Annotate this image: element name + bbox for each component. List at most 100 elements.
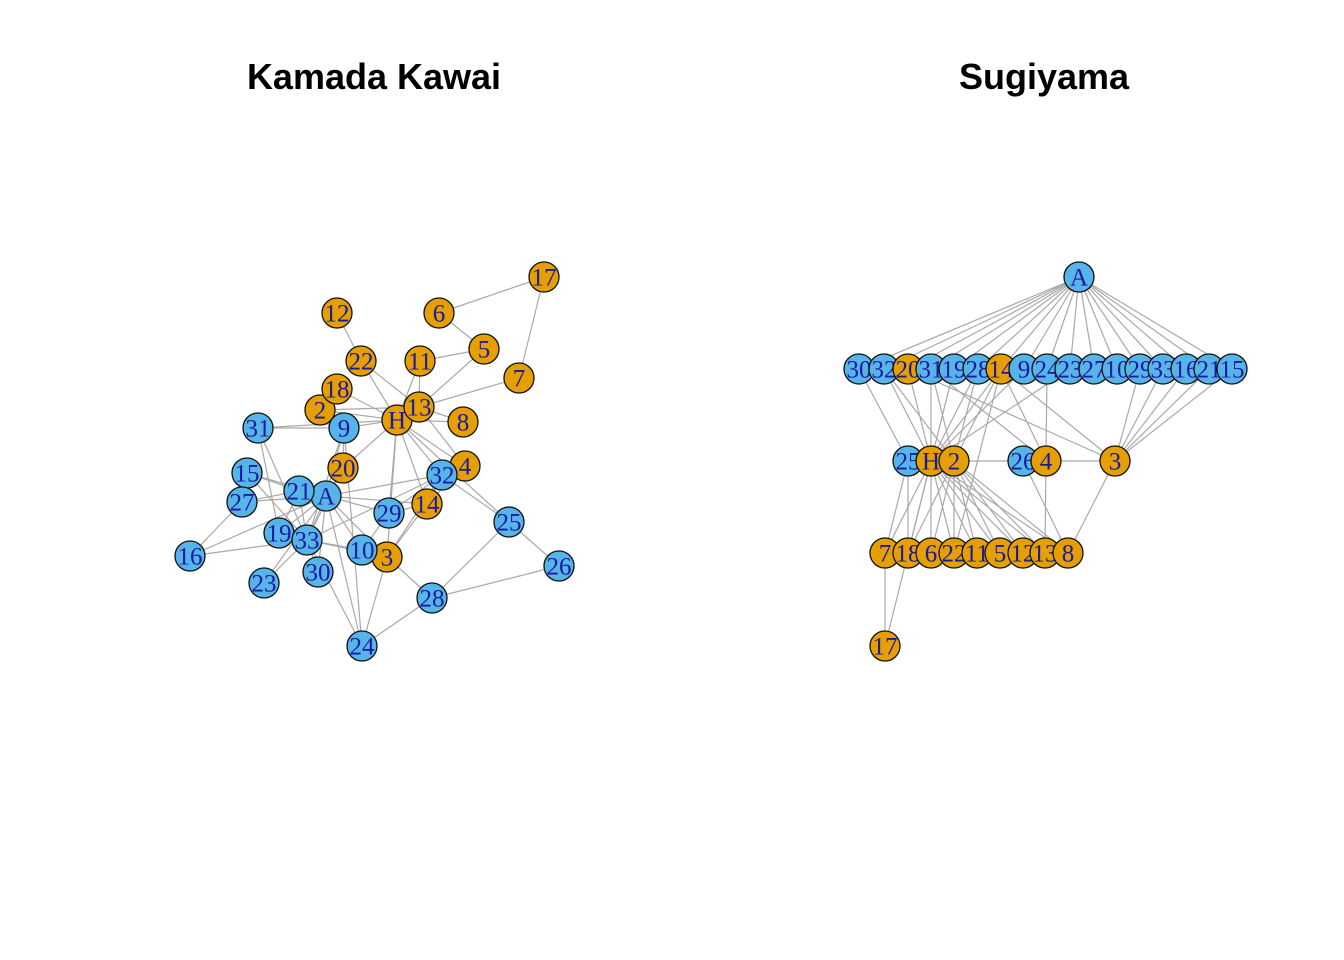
sugiyama-node-label: 6 (925, 541, 938, 568)
kk-node-circle (346, 630, 378, 662)
kamada-kawai-title: Kamada Kawai (246, 56, 502, 97)
kk-node-label: 15 (235, 461, 260, 488)
kk-node-circle (226, 486, 258, 518)
kk-node-label: 12 (325, 301, 350, 328)
kk-node-label: 17 (532, 265, 557, 292)
kk-node-circle (291, 524, 323, 556)
kk-node-12: 12 (321, 297, 353, 329)
kk-node-13: 13 (403, 391, 435, 423)
kk-node-label: 28 (420, 586, 445, 613)
sugiyama-node-label: 8 (1062, 541, 1075, 568)
kamada-kawai-nodes: AH23456789101112131415161718192021222324… (174, 261, 575, 662)
sugiyama-edge-21-3 (1114, 368, 1210, 462)
sugiyama-node-label: 4 (1040, 449, 1053, 476)
sugiyama-node-label: 3 (1109, 449, 1122, 476)
kk-edge-31-33 (257, 427, 308, 541)
sugiyama-edge-28-2 (953, 368, 979, 462)
sugiyama-edge-14-3 (1000, 368, 1116, 462)
kk-node-18: 18 (321, 373, 353, 405)
kk-node-label: 2 (314, 398, 327, 425)
kk-node-circle (174, 540, 206, 572)
kk-node-circle (423, 297, 455, 329)
kk-node-label: 24 (350, 634, 376, 661)
kk-node-label: 29 (377, 501, 402, 528)
sugiyama-node-circle (1063, 261, 1095, 293)
kk-node-label: 22 (349, 349, 374, 376)
kk-node-label: 25 (497, 510, 522, 537)
sugiyama-edge-26-8 (1022, 460, 1069, 554)
sugiyama-edge-A-19 (953, 276, 1080, 370)
kk-node-circle (345, 345, 377, 377)
sugiyama-edge-A-33 (1078, 276, 1164, 370)
sugiyama-node-32: 32 (868, 353, 900, 385)
sugiyama-node-8: 8 (1052, 537, 1084, 569)
sugiyama-node-circle (1052, 537, 1084, 569)
kk-edge-32-A (325, 474, 443, 497)
sugiyama-edge-2-13 (953, 460, 1046, 554)
sugiyama-node-30: 30 (843, 353, 875, 385)
kk-edge-32-3 (386, 474, 443, 558)
kk-node-24: 24 (346, 630, 378, 662)
sugiyama-node-label: 17 (873, 634, 898, 661)
sugiyama-node-3: 3 (1099, 445, 1131, 477)
kk-node-circle (503, 362, 535, 394)
sugiyama-node-circle (938, 445, 970, 477)
sugiyama-node-label: 30 (847, 357, 872, 384)
kk-node-14: 14 (411, 488, 443, 520)
kk-node-circle (468, 333, 500, 365)
kk-node-circle (242, 412, 274, 444)
kk-node-label: 19 (267, 521, 292, 548)
kk-node-31: 31 (242, 412, 274, 444)
kk-edge-14-A (325, 495, 428, 505)
sugiyama-edge-A-24 (1046, 276, 1080, 370)
sugiyama-node-label: 5 (994, 541, 1007, 568)
kk-node-29: 29 (373, 497, 405, 529)
sugiyama-node-label: 19 (942, 357, 967, 384)
kk-node-33: 33 (291, 524, 323, 556)
sugiyama-node-17: 17 (869, 630, 901, 662)
kk-node-7: 7 (503, 362, 535, 394)
sugiyama-title: Sugiyama (958, 56, 1130, 97)
sugiyama-edge-A-29 (1078, 276, 1141, 370)
sugiyama-node-23: 23 (1054, 353, 1086, 385)
sugiyama-node-circle (1030, 445, 1062, 477)
sugiyama-node-label: A (1070, 265, 1088, 292)
kk-node-28: 28 (416, 582, 448, 614)
kk-node-circle (543, 550, 575, 582)
kk-node-circle (447, 406, 479, 438)
sugiyama-edge-2-5 (953, 460, 1001, 554)
sugiyama-node-H: H (915, 445, 947, 477)
sugiyama-edge-15-3 (1114, 368, 1233, 462)
sugiyama-node-A: A (1063, 261, 1095, 293)
kk-node-circle (321, 297, 353, 329)
sugiyama-node-label: 7 (879, 541, 892, 568)
kk-edge-19-31 (257, 427, 280, 534)
kk-node-circle (304, 394, 336, 426)
kk-node-circle (283, 475, 315, 507)
kk-node-26: 26 (543, 550, 575, 582)
kk-node-6: 6 (423, 297, 455, 329)
kk-edge-17-6 (438, 276, 545, 314)
kk-edge-A-24 (325, 495, 363, 647)
sugiyama-node-4: 4 (1030, 445, 1062, 477)
sugiyama-node-15: 15 (1216, 353, 1248, 385)
sugiyama-edge-28-H (930, 368, 979, 462)
kk-node-label: H (388, 408, 406, 435)
sugiyama-node-label: 32 (872, 357, 897, 384)
kk-node-15: 15 (231, 457, 263, 489)
kk-node-label: 30 (306, 560, 331, 587)
kk-node-label: 18 (325, 377, 350, 404)
kk-node-32: 32 (426, 459, 458, 491)
kk-node-label: 33 (295, 528, 320, 555)
kk-node-label: 20 (331, 456, 356, 483)
kk-node-label: 21 (287, 479, 312, 506)
kk-edge-31-H (257, 419, 398, 429)
sugiyama-edge-29-3 (1114, 368, 1141, 462)
kk-node-circle (426, 459, 458, 491)
kk-node-label: 27 (230, 490, 255, 517)
sugiyama-node-26: 26 (1007, 445, 1039, 477)
sugiyama-edge-32-2 (883, 368, 955, 462)
kk-node-label: 23 (252, 571, 277, 598)
sugiyama-node-27: 27 (1078, 353, 1110, 385)
kk-node-label: 26 (547, 554, 572, 581)
